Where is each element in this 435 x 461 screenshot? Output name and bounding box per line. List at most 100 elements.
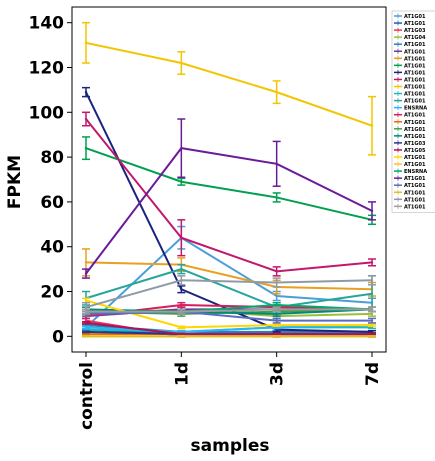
- data-point: [370, 323, 374, 327]
- series-line: [82, 321, 376, 336]
- data-point: [370, 308, 374, 311]
- series-path: [85, 299, 372, 329]
- legend-label: AT1G01: [404, 63, 426, 69]
- y-tick-label: 40: [40, 238, 64, 258]
- x-axis-title: samples: [191, 436, 270, 456]
- data-point: [84, 332, 88, 336]
- y-tick-label: 80: [40, 148, 64, 168]
- data-point: [275, 281, 278, 284]
- series-path: [85, 308, 373, 315]
- legend-label: AT1G04: [404, 35, 426, 41]
- data-point: [370, 261, 374, 264]
- series-path: [85, 279, 373, 309]
- data-point: [84, 299, 88, 302]
- data-point: [84, 326, 88, 329]
- data-point: [370, 124, 374, 127]
- series-path: [85, 147, 373, 275]
- data-point: [180, 335, 183, 338]
- data-point: [370, 312, 374, 316]
- y-tick-label: 100: [29, 103, 65, 123]
- data-point: [275, 323, 278, 327]
- legend-label: ENSRNA: [404, 106, 427, 112]
- data-point: [84, 330, 88, 334]
- legend-label: AT1G03: [404, 141, 426, 147]
- series-path: [85, 41, 373, 127]
- data-point: [180, 146, 183, 150]
- data-point: [370, 330, 374, 334]
- data-point: [180, 180, 183, 183]
- data-point: [84, 117, 88, 121]
- data-point: [275, 90, 278, 94]
- data-point: [84, 90, 88, 94]
- data-point: [180, 332, 183, 336]
- data-point: [370, 332, 374, 336]
- series-path: [85, 321, 372, 336]
- y-tick-label: 20: [40, 283, 64, 303]
- data-point: [180, 279, 183, 282]
- data-point: [180, 310, 183, 313]
- plot-area: [71, 6, 387, 353]
- legend-label: AT1G01: [404, 113, 426, 119]
- legend-label: AT1G01: [404, 14, 426, 20]
- data-point: [180, 330, 183, 334]
- data-point: [84, 261, 88, 264]
- data-point: [370, 335, 374, 338]
- data-point: [275, 319, 278, 322]
- data-point: [370, 209, 374, 213]
- series-line: [82, 306, 376, 315]
- data-point: [275, 335, 278, 338]
- series-path: [85, 324, 373, 333]
- data-point: [275, 303, 278, 307]
- series-line: [82, 275, 376, 313]
- data-point: [180, 267, 183, 271]
- series-path: [85, 91, 373, 333]
- legend-label: AT1G01: [404, 70, 426, 76]
- data-point: [84, 272, 88, 275]
- series-path: [85, 118, 373, 273]
- legend-label: AT1G01: [404, 183, 426, 189]
- data-point: [84, 335, 88, 338]
- data-point: [84, 321, 88, 325]
- data-point: [180, 236, 183, 239]
- data-point: [370, 279, 374, 282]
- x-tick-label: 7d: [363, 362, 383, 386]
- series-path: [85, 147, 373, 221]
- legend-label: AT1G01: [404, 56, 426, 62]
- data-point: [180, 61, 183, 65]
- data-point: [84, 146, 88, 150]
- series-line: [82, 21, 376, 156]
- legend-label: ENSRNA: [404, 169, 427, 175]
- series-path: [85, 261, 373, 291]
- data-point: [275, 332, 278, 336]
- legend-label: AT1G01: [404, 120, 426, 126]
- legend: AT1G01AT1G01AT1G03AT1G04AT1G01AT1G01AT1G…: [391, 10, 435, 213]
- legend-label: AT1G03: [404, 28, 426, 34]
- data-point: [275, 294, 278, 298]
- data-point: [370, 292, 374, 295]
- series-line: [82, 297, 376, 330]
- y-axis-title: FPKM: [5, 155, 25, 209]
- data-point: [180, 326, 183, 329]
- series-line: [82, 335, 376, 338]
- series-path: [85, 268, 373, 309]
- y-axis-ticks: 0 20 40 60 80 100 120 140: [29, 14, 72, 347]
- x-tick-label: 3d: [268, 362, 288, 386]
- legend-label: AT1G01: [404, 92, 426, 98]
- legend-label: AT1G01: [404, 21, 426, 27]
- data-point: [275, 308, 278, 311]
- data-point: [180, 303, 183, 307]
- data-point: [370, 319, 374, 322]
- legend-label: AT1G01: [404, 42, 426, 48]
- legend-label: AT1G01: [404, 155, 426, 161]
- legend-label: AT1G05: [404, 148, 426, 154]
- x-tick-label: control: [77, 362, 97, 430]
- data-point: [275, 270, 278, 273]
- legend-label: AT1G01: [404, 49, 426, 55]
- y-tick-label: 60: [40, 193, 64, 213]
- data-point: [275, 196, 278, 199]
- legend-label: AT1G01: [404, 127, 426, 133]
- y-tick-label: 120: [29, 58, 65, 78]
- data-point: [84, 41, 88, 45]
- x-axis-ticks: control 1d 3d 7d: [77, 352, 383, 430]
